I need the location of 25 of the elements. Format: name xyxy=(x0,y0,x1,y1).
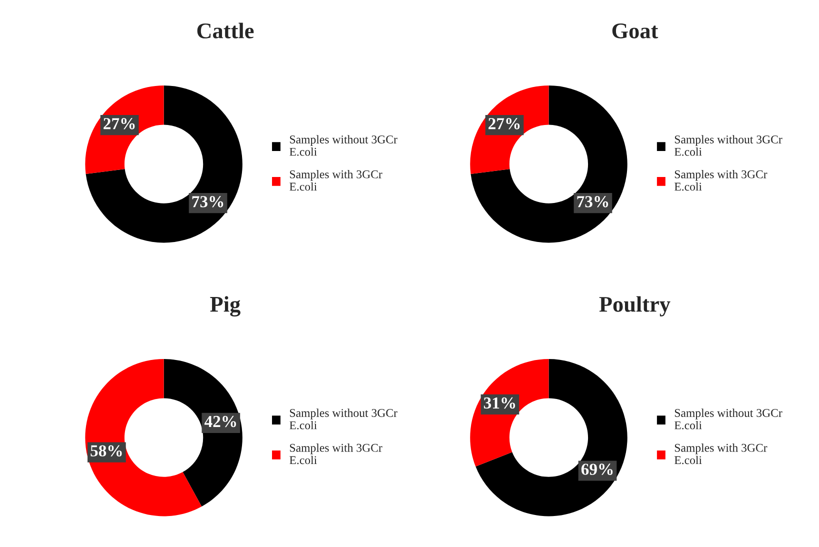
donut-slice xyxy=(476,358,628,516)
chart-title: Poultry xyxy=(599,296,670,316)
legend-label: Samples without 3GCr E.coli xyxy=(290,135,398,156)
donut-slice xyxy=(164,358,242,506)
data-label: 27% xyxy=(104,118,135,130)
legend-label: Samples with 3GCr E.coli xyxy=(290,444,382,464)
legend-label: Samples without 3GCr E.coli xyxy=(674,135,782,156)
legend-label: Samples with 3GCr E.coli xyxy=(674,444,768,464)
legend-label: Samples with 3GCr E.coli xyxy=(290,170,382,191)
chart-title: Goat xyxy=(612,23,658,38)
data-label: 73% xyxy=(577,196,608,208)
data-label: 27% xyxy=(488,118,520,130)
donut-slice xyxy=(85,358,202,516)
legend-label: Samples without 3GCr E.coli xyxy=(290,408,398,430)
data-label: 42% xyxy=(204,416,236,428)
chart-title: Cattle xyxy=(197,22,254,38)
legend-label: Samples without 3GCr E.coli xyxy=(674,408,782,430)
data-label: 58% xyxy=(90,445,122,456)
data-label: 73% xyxy=(192,196,224,208)
chart-title: Pig xyxy=(210,296,240,316)
data-label: 31% xyxy=(484,397,516,409)
donut-slice xyxy=(470,85,628,243)
data-label: 69% xyxy=(581,464,613,475)
legend-label: Samples with 3GCr E.coli xyxy=(674,170,768,191)
donut-slice xyxy=(86,85,242,243)
